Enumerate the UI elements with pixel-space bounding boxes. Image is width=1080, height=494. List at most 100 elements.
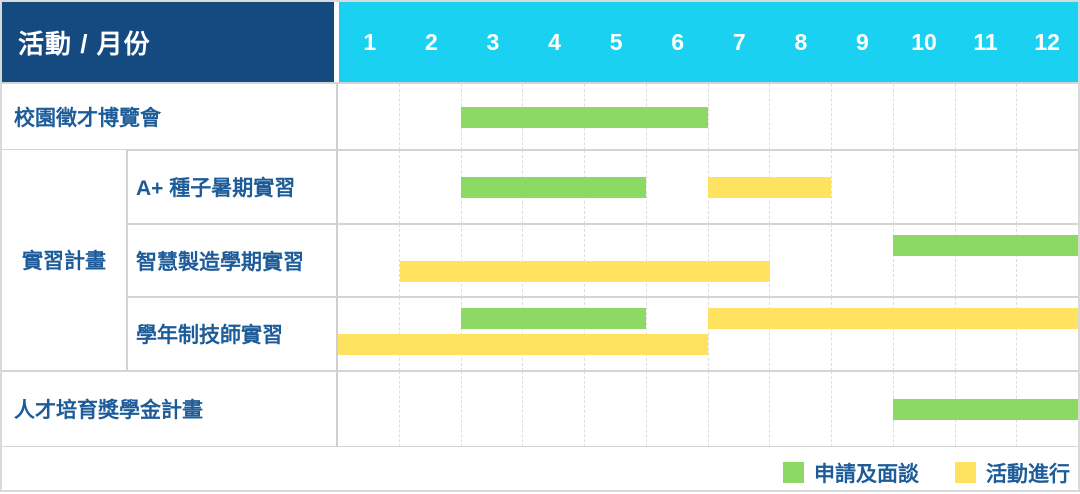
month-cell	[707, 84, 770, 150]
row-label: 智慧製造學期實習	[136, 250, 304, 274]
month-cell	[831, 150, 893, 224]
month-cell	[769, 224, 831, 297]
legend-row: 申請及面談 活動進行	[2, 447, 1078, 490]
month-cell	[892, 297, 955, 371]
header-bottom-line	[2, 82, 1078, 84]
month-cell	[769, 297, 831, 371]
month-cell	[522, 224, 584, 297]
month-cell	[707, 371, 770, 447]
month-cell	[338, 150, 399, 224]
row-month-zone	[338, 84, 1078, 150]
gantt-bar	[708, 308, 1078, 329]
month-cell	[460, 150, 523, 224]
month-cell	[1016, 84, 1078, 150]
month-cell	[954, 150, 1017, 224]
month-cell	[1016, 224, 1078, 297]
month-cell	[460, 371, 523, 447]
month-cell	[398, 84, 461, 150]
row-separator-line	[2, 149, 1078, 151]
row-label: 人才培育獎學金計畫	[14, 399, 203, 422]
month-cell	[645, 371, 708, 447]
row-label: 校園徵才博覽會	[14, 107, 161, 130]
month-cell	[831, 371, 893, 447]
month-header-cell: 2	[424, 28, 438, 55]
month-cell	[645, 224, 708, 297]
group-label: 實習計畫	[22, 250, 106, 273]
group-label-cell: 實習計畫	[2, 150, 128, 370]
month-cell	[338, 84, 399, 150]
row-month-zone	[338, 150, 1078, 224]
row-label: 學年制技師實習	[136, 324, 283, 347]
row-separator-line	[128, 296, 1078, 298]
gantt-bar	[893, 399, 1078, 420]
legend-label: 活動進行	[986, 462, 1070, 486]
month-cell	[398, 150, 461, 224]
month-cell	[460, 224, 523, 297]
gantt-row: A+ 種子暑期實習	[2, 150, 1078, 225]
gantt-bar	[461, 308, 647, 329]
month-cell	[584, 371, 646, 447]
header-activity-month-cell: 活動 / 月份	[2, 2, 334, 82]
header-activity-month-label: 活動 / 月份	[18, 28, 151, 59]
month-cell	[398, 371, 461, 447]
row-month-zone	[338, 371, 1078, 447]
month-cell	[584, 224, 646, 297]
gantt-bar	[461, 107, 708, 128]
month-header-cell: 6	[671, 28, 685, 55]
month-cell	[398, 224, 461, 297]
month-cell	[645, 150, 708, 224]
month-cell	[954, 84, 1017, 150]
row-separator-line	[2, 370, 1078, 372]
month-header-cell: 11	[973, 28, 998, 55]
legend-swatch	[955, 462, 976, 483]
month-cell	[338, 224, 399, 297]
month-cell	[522, 371, 584, 447]
month-cell	[892, 150, 955, 224]
month-gridlines	[338, 84, 1078, 150]
row-label: A+ 種子暑期實習	[136, 177, 296, 200]
gantt-bar	[708, 177, 832, 198]
month-cell	[831, 297, 893, 371]
gantt-row: 人才培育獎學金計畫	[2, 371, 1078, 448]
legend-swatch	[783, 462, 804, 483]
month-header-cell: 9	[856, 28, 869, 55]
month-header-cell: 10	[911, 28, 937, 55]
gantt-row: 校園徵才博覽會	[2, 84, 1078, 151]
month-cell	[892, 84, 955, 150]
row-month-zone	[338, 224, 1078, 297]
label-month-divider	[336, 84, 338, 447]
month-header-cell: 4	[548, 28, 561, 55]
month-cell	[831, 224, 893, 297]
gantt-bar	[461, 177, 647, 198]
month-cell	[338, 371, 399, 447]
month-cell	[831, 84, 893, 150]
month-cell	[707, 224, 770, 297]
month-cell	[954, 297, 1017, 371]
month-cell	[460, 84, 523, 150]
month-cell	[769, 84, 831, 150]
month-cell	[1016, 150, 1078, 224]
row-separator-line	[128, 223, 1078, 225]
month-header-cell: 7	[732, 28, 746, 55]
legend-item: 申請及面談	[783, 458, 919, 488]
month-cell	[1016, 297, 1078, 371]
header-months-row: 1 2 3 4 5 6 7 8 9 10 11 12	[339, 2, 1078, 82]
month-header-cell: 5	[609, 28, 623, 55]
month-header-cell: 1	[363, 28, 377, 55]
legend-label: 申請及面談	[814, 462, 919, 486]
month-header-cell: 8	[794, 28, 808, 55]
month-cell	[707, 150, 770, 224]
row-month-zone	[338, 297, 1078, 371]
month-cell	[892, 224, 955, 297]
gantt-bar	[338, 334, 708, 355]
gantt-row: 智慧製造學期實習	[2, 224, 1078, 298]
month-header-cell: 12	[1034, 28, 1060, 55]
legend-item: 活動進行	[955, 458, 1070, 488]
month-cell	[769, 371, 831, 447]
gantt-bar	[399, 261, 770, 282]
gantt-row: 學年制技師實習	[2, 297, 1078, 372]
month-cell	[954, 224, 1017, 297]
month-header-cell: 3	[486, 28, 500, 55]
month-gridlines	[338, 224, 1078, 297]
